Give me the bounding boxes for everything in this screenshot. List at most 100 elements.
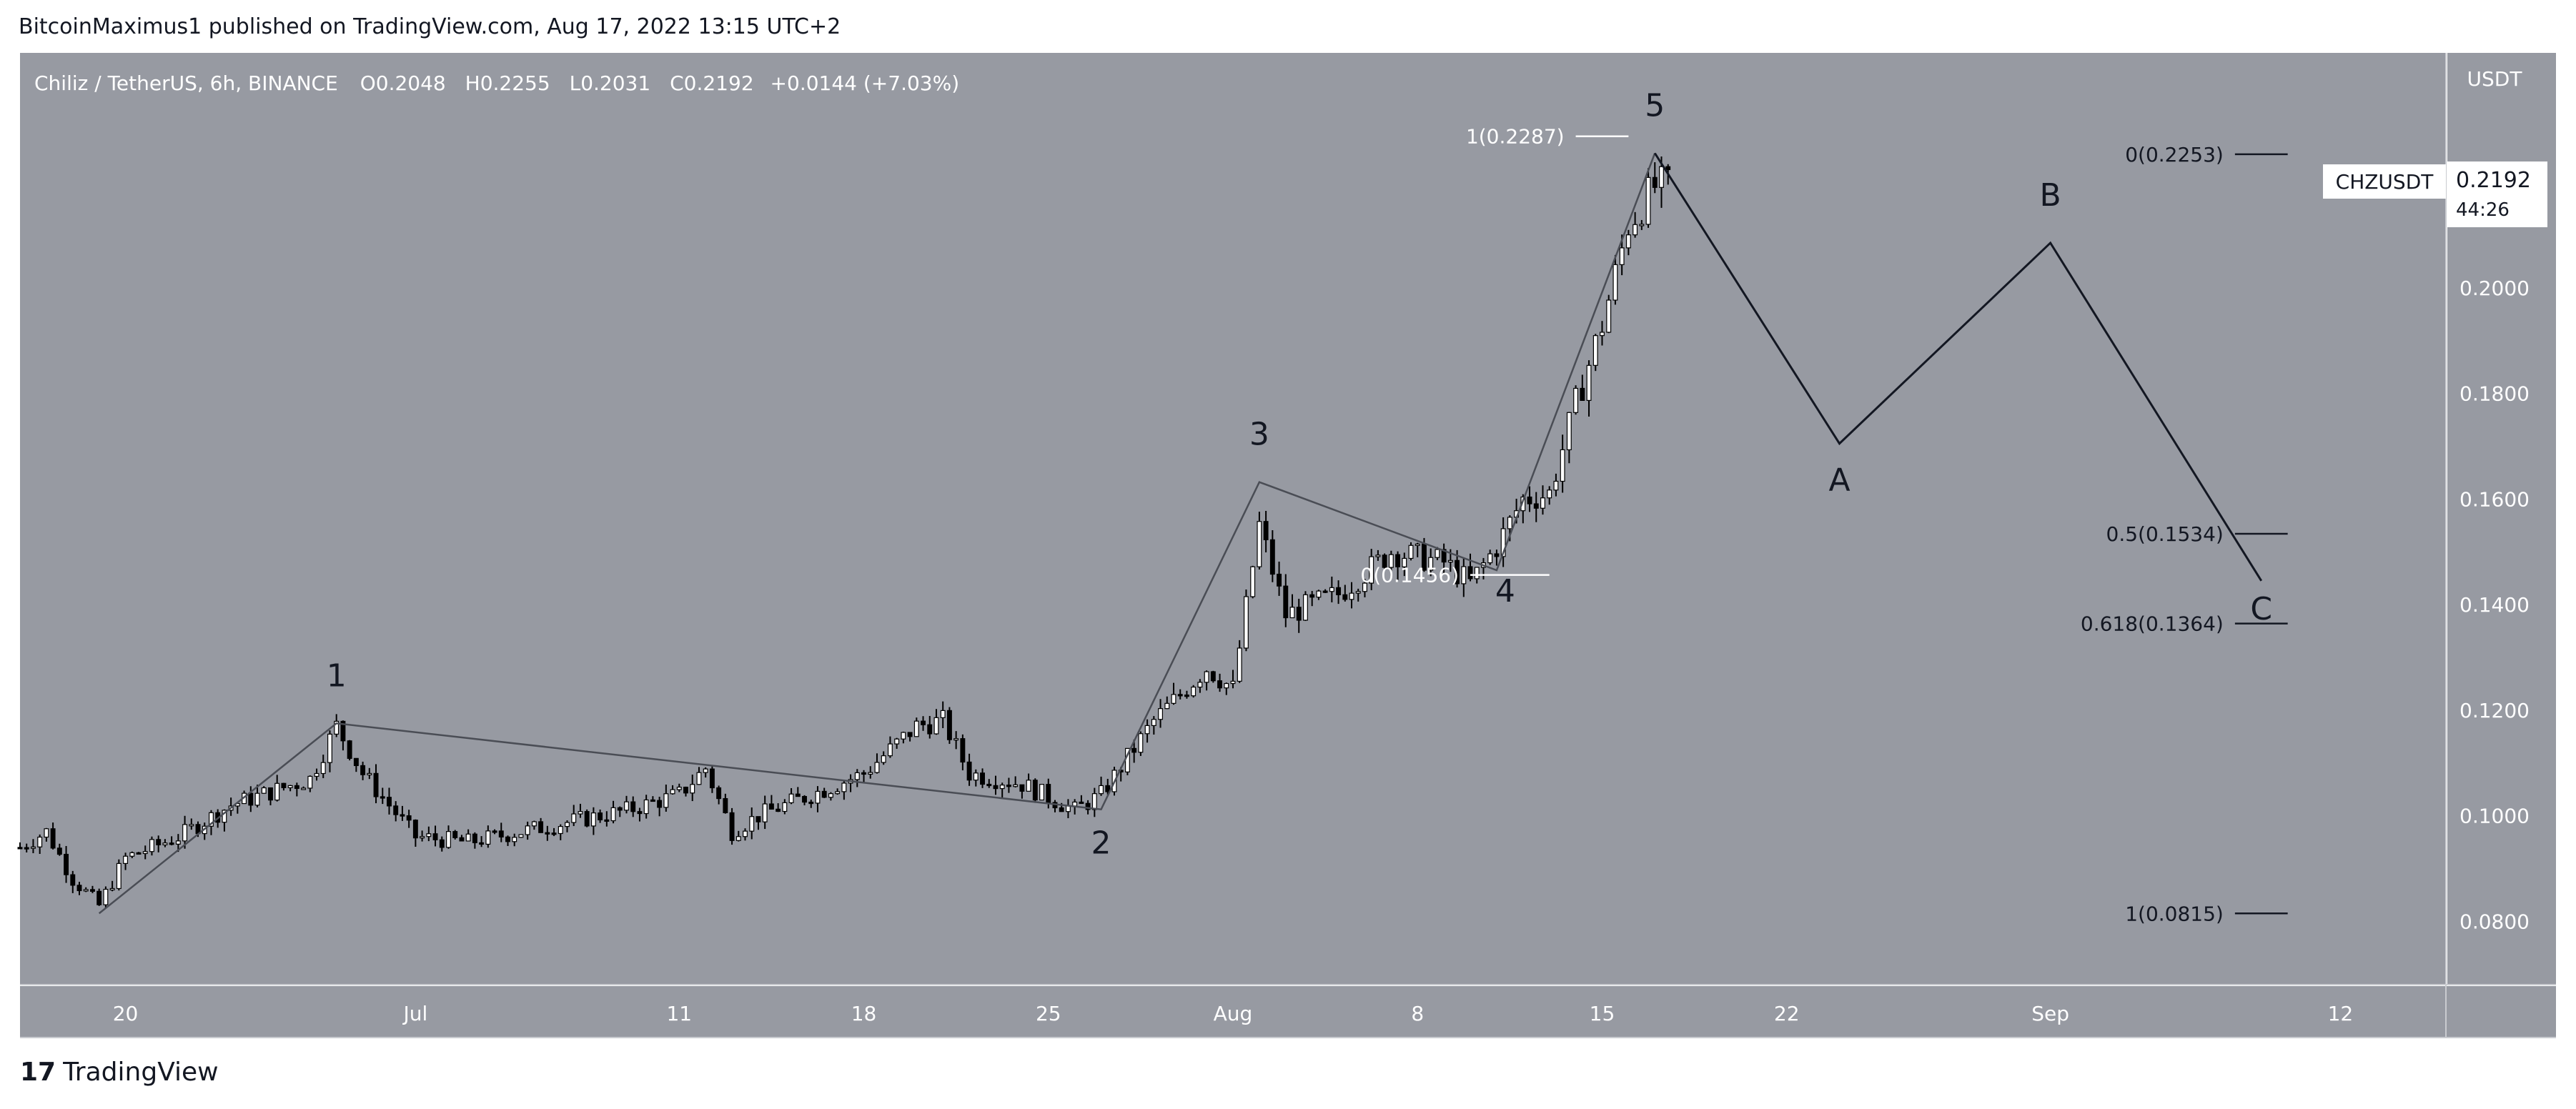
candle[interactable]	[1395, 551, 1401, 580]
candle[interactable]	[64, 845, 69, 883]
candle[interactable]	[129, 851, 135, 858]
candle[interactable]	[762, 795, 768, 830]
candle[interactable]	[1560, 434, 1565, 493]
candle[interactable]	[1277, 561, 1282, 596]
candle[interactable]	[735, 830, 741, 842]
candle[interactable]	[1224, 682, 1229, 695]
candle[interactable]	[1257, 512, 1262, 570]
candle[interactable]	[933, 709, 939, 735]
candle[interactable]	[248, 786, 254, 812]
candle[interactable]	[1461, 557, 1467, 597]
tradingview-footer[interactable]: 17 TradingView	[20, 1058, 219, 1087]
candle[interactable]	[887, 736, 893, 758]
candle[interactable]	[24, 843, 29, 852]
candle[interactable]	[1625, 229, 1631, 256]
candle[interactable]	[1540, 485, 1545, 515]
candle[interactable]	[307, 775, 313, 792]
candle[interactable]	[1289, 594, 1295, 619]
candle[interactable]	[841, 780, 847, 800]
candle[interactable]	[1553, 473, 1559, 497]
candle[interactable]	[1415, 542, 1420, 557]
candle[interactable]	[189, 818, 194, 830]
candle[interactable]	[1382, 553, 1387, 570]
candle[interactable]	[1652, 162, 1658, 194]
candle[interactable]	[17, 842, 23, 850]
candle[interactable]	[261, 786, 267, 794]
candle[interactable]	[314, 768, 319, 781]
candle[interactable]	[637, 807, 643, 822]
candle[interactable]	[1079, 795, 1084, 805]
candle[interactable]	[1138, 731, 1144, 756]
candle[interactable]	[723, 793, 728, 814]
candle[interactable]	[980, 768, 985, 788]
candle[interactable]	[1435, 547, 1440, 560]
candle[interactable]	[953, 731, 959, 750]
candle[interactable]	[1342, 585, 1348, 602]
candle[interactable]	[353, 757, 359, 772]
candle[interactable]	[946, 707, 952, 745]
candle[interactable]	[901, 731, 906, 744]
candle[interactable]	[1329, 576, 1334, 602]
candle[interactable]	[993, 775, 999, 795]
candle[interactable]	[565, 820, 570, 832]
candle[interactable]	[182, 815, 188, 849]
candle[interactable]	[881, 751, 886, 765]
candle[interactable]	[815, 786, 821, 812]
candle[interactable]	[610, 800, 616, 824]
candle[interactable]	[334, 714, 340, 737]
candle[interactable]	[1375, 549, 1381, 561]
candle[interactable]	[1177, 689, 1183, 700]
candle[interactable]	[578, 803, 583, 818]
candle[interactable]	[1566, 412, 1572, 464]
candle[interactable]	[940, 701, 946, 729]
candle[interactable]	[716, 785, 722, 805]
candle[interactable]	[1645, 168, 1651, 228]
candle[interactable]	[782, 799, 788, 815]
candle[interactable]	[551, 827, 557, 837]
candle[interactable]	[1151, 716, 1156, 735]
candle[interactable]	[149, 836, 154, 856]
candle[interactable]	[960, 734, 966, 771]
candle[interactable]	[347, 740, 352, 761]
candle[interactable]	[446, 825, 451, 849]
candle[interactable]	[37, 834, 43, 855]
candle[interactable]	[426, 826, 432, 842]
candle[interactable]	[1487, 549, 1493, 565]
candle[interactable]	[472, 832, 477, 849]
candle[interactable]	[268, 787, 273, 805]
candle[interactable]	[795, 787, 801, 797]
candle[interactable]	[254, 785, 260, 807]
candle[interactable]	[1336, 580, 1342, 605]
candle[interactable]	[756, 816, 761, 830]
candle[interactable]	[1322, 589, 1328, 593]
candle[interactable]	[663, 784, 669, 812]
candle[interactable]	[1283, 574, 1289, 627]
candle[interactable]	[175, 834, 181, 852]
candle[interactable]	[162, 839, 168, 847]
candle[interactable]	[657, 797, 663, 817]
candle[interactable]	[598, 809, 603, 823]
candle[interactable]	[136, 852, 142, 855]
candle[interactable]	[1586, 360, 1592, 417]
candle[interactable]	[156, 835, 162, 852]
candle[interactable]	[465, 829, 471, 842]
candle[interactable]	[1592, 334, 1598, 372]
candle[interactable]	[1099, 776, 1104, 796]
candle[interactable]	[630, 796, 636, 817]
candle[interactable]	[281, 782, 287, 791]
candle[interactable]	[927, 715, 933, 739]
candle[interactable]	[327, 730, 332, 772]
candle[interactable]	[1263, 510, 1269, 553]
candle[interactable]	[301, 786, 307, 790]
candle[interactable]	[1019, 784, 1025, 799]
candle[interactable]	[412, 819, 418, 847]
candle[interactable]	[30, 839, 36, 854]
candle[interactable]	[1441, 543, 1447, 574]
candle[interactable]	[683, 786, 688, 797]
candle[interactable]	[96, 888, 102, 906]
candle[interactable]	[1633, 212, 1638, 238]
candle[interactable]	[584, 809, 590, 827]
candle[interactable]	[1467, 553, 1473, 582]
candle[interactable]	[1013, 776, 1019, 788]
candle[interactable]	[512, 833, 517, 847]
